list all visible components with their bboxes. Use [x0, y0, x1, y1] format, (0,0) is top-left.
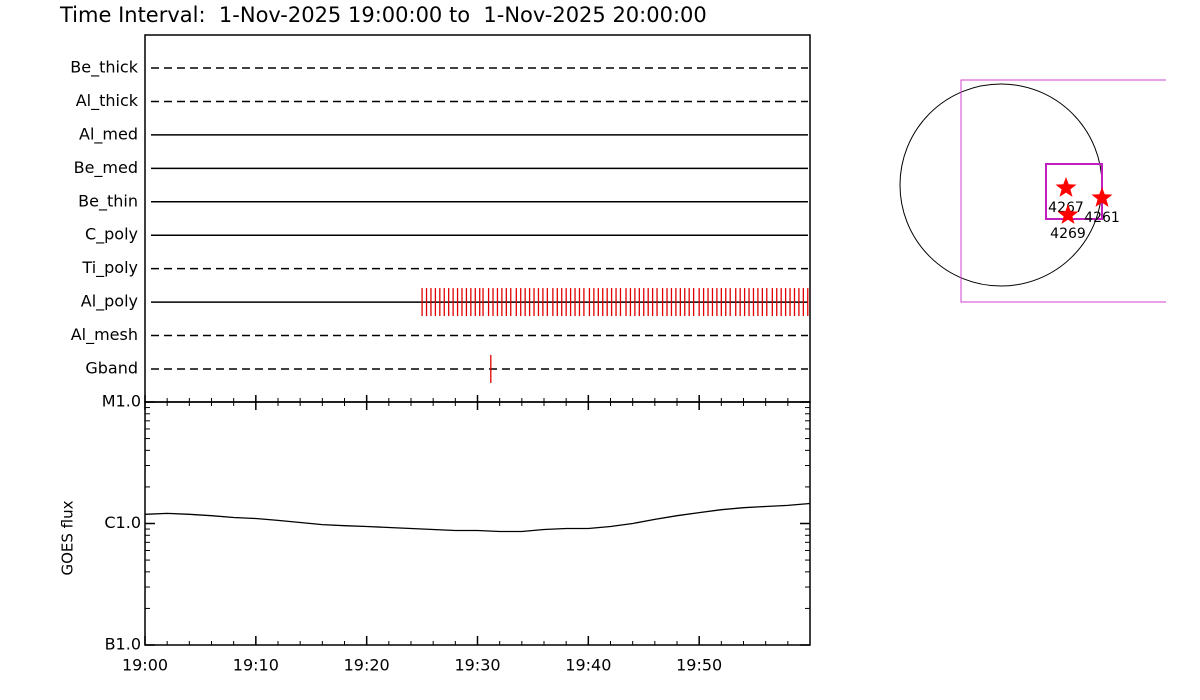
filter-label: Be_med — [74, 158, 138, 178]
y-tick-label: M1.0 — [102, 392, 141, 411]
filter-label: Al_med — [79, 124, 138, 144]
x-tick-label: 19:10 — [233, 656, 279, 675]
filter-label: Be_thin — [78, 191, 138, 211]
filter-label: Al_poly — [81, 292, 138, 312]
filter-label: Ti_poly — [81, 258, 138, 278]
x-tick-label: 19:20 — [344, 656, 390, 675]
panel-frame — [144, 34, 811, 403]
filter-label: Al_thick — [76, 91, 139, 111]
title: Time Interval: 1-Nov-2025 19:00:00 to 1-… — [59, 3, 707, 27]
filter-label: Be_thick — [70, 58, 138, 78]
region-label: 4261 — [1084, 210, 1120, 226]
filter-label: Gband — [85, 358, 138, 377]
y-tick-label: C1.0 — [104, 513, 141, 532]
x-tick-label: 19:40 — [565, 656, 611, 675]
x-tick-label: 19:00 — [122, 656, 168, 675]
region-label: 4269 — [1050, 226, 1086, 242]
goes-curve — [144, 502, 811, 533]
region-marker — [1057, 204, 1079, 224]
field-of-view — [960, 79, 1166, 303]
region-marker — [1055, 177, 1077, 197]
panel-frame — [144, 401, 811, 646]
filter-label: Al_mesh — [71, 325, 138, 345]
x-tick-label: 19:50 — [676, 656, 722, 675]
y-tick-label: B1.0 — [105, 635, 141, 654]
region-marker — [1091, 187, 1113, 207]
x-tick-label: 19:30 — [454, 656, 500, 675]
filter-label: C_poly — [85, 225, 138, 245]
y-axis-label: GOES flux — [59, 500, 77, 575]
